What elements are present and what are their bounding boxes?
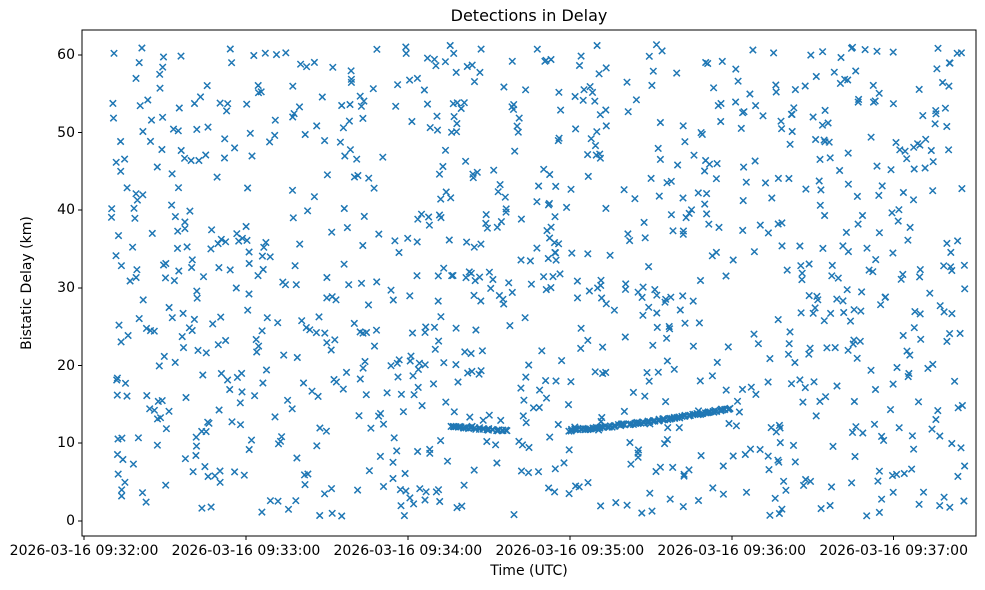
detection-markers	[107, 40, 969, 520]
x-ticks	[83, 536, 895, 540]
clutter-detections	[107, 40, 969, 520]
x-tick-label: 2026-03-16 09:37:00	[819, 543, 969, 559]
y-ticks	[78, 54, 82, 522]
y-tick-label: 50	[57, 124, 75, 141]
y-tick-label: 60	[57, 46, 75, 63]
chart-title: Detections in Delay	[450, 6, 608, 25]
x-tick-label: 2026-03-16 09:32:00	[9, 543, 159, 559]
y-tick-label: 20	[57, 357, 75, 374]
x-axis-label: Time (UTC)	[490, 563, 568, 579]
y-tick-label: 40	[57, 202, 75, 219]
plot-area-border	[81, 29, 977, 537]
x-tick-label: 2026-03-16 09:34:00	[333, 543, 483, 559]
y-tick-label: 30	[57, 279, 75, 296]
x-tick-label: 2026-03-16 09:33:00	[171, 543, 321, 559]
target-track-segment-2	[565, 404, 734, 435]
target-track-segment-1	[447, 422, 511, 435]
y-tick-label: 10	[57, 435, 75, 452]
x-tick-label: 2026-03-16 09:35:00	[495, 543, 645, 559]
x-tick-label: 2026-03-16 09:36:00	[657, 543, 807, 559]
y-tick-label: 0	[66, 512, 75, 529]
